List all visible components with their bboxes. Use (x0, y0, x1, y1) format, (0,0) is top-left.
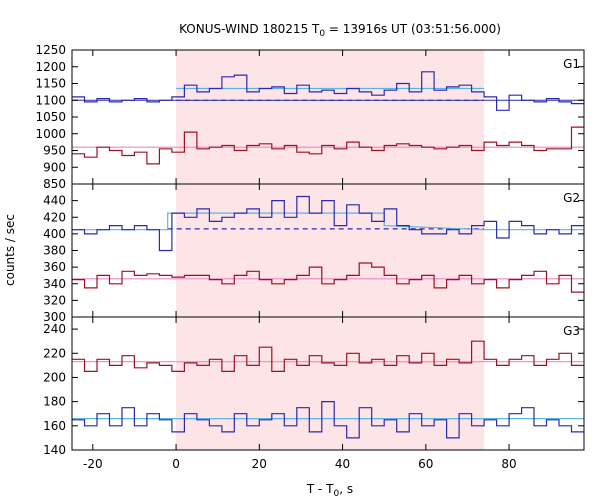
y-tick-label-g3: 240 (43, 322, 66, 336)
series-upper-g2 (72, 195, 584, 252)
panel-g1 (72, 71, 584, 165)
chart-title-main: KONUS-WIND 180215 T (179, 22, 320, 36)
frames-layer: 850 900 950 1000 1050 1100 1150 1200 1250 G1 300 32… (35, 43, 585, 471)
x-axis-title-sub: 0 (334, 489, 340, 499)
y-tick-label-g3: 180 (43, 395, 66, 409)
chart-title: KONUS-WIND 180215 T0 = 13916s UT (03:51:… (179, 22, 501, 39)
y-tick-label-g3: 220 (43, 346, 66, 360)
y-tick-label-g1: 1000 (35, 127, 66, 141)
x-tick-label: 40 (335, 457, 350, 471)
chart-title-sub: 0 (319, 29, 325, 39)
highlight-band-g2 (176, 184, 485, 317)
panel-label-g2: G2 (563, 191, 580, 205)
panel-label-g1: G1 (563, 57, 580, 71)
highlight-band-g3 (176, 317, 485, 450)
series-lower-g2 (72, 262, 584, 293)
x-tick-label: 20 (252, 457, 267, 471)
y-tick-label-g1: 850 (43, 177, 66, 191)
y-tick-label-g1: 900 (43, 160, 66, 174)
panel-label-g3: G3 (563, 324, 580, 338)
y-tick-label-g2: 380 (43, 244, 66, 258)
panel-g2 (72, 195, 584, 293)
panel-g3 (72, 340, 584, 439)
series-upper-g3 (72, 401, 584, 439)
x-tick-label: -20 (83, 457, 103, 471)
y-axis-title: counts / sec (3, 214, 17, 286)
series-lower-g1 (72, 126, 584, 165)
series-upper-g1 (72, 71, 584, 111)
y-tick-label-g3: 160 (43, 419, 66, 433)
highlight-band-g1 (176, 50, 485, 184)
x-axis-title: T - T0, s (306, 482, 353, 499)
x-tick-label: 60 (418, 457, 433, 471)
y-tick-label-g2: 340 (43, 277, 66, 291)
y-tick-label-g1: 1150 (35, 77, 66, 91)
y-tick-label-g1: 950 (43, 144, 66, 158)
x-axis-title-main: T - T (306, 482, 334, 496)
y-tick-label-g2: 440 (43, 194, 66, 208)
y-tick-label-g1: 1250 (35, 43, 66, 57)
y-tick-label-g3: 200 (43, 370, 66, 384)
series-lower-g3 (72, 340, 584, 372)
y-tick-label-g1: 1100 (35, 93, 66, 107)
y-tick-label-g2: 360 (43, 260, 66, 274)
y-tick-label-g1: 1200 (35, 60, 66, 74)
highlight-layer (176, 50, 485, 450)
y-tick-label-g2: 300 (43, 310, 66, 324)
x-axis-title-rest: , s (339, 482, 353, 496)
panel-frame-g3 (71, 316, 585, 451)
y-tick-label-g1: 1050 (35, 110, 66, 124)
y-tick-label-g2: 320 (43, 293, 66, 307)
y-tick-label-g3: 140 (43, 443, 66, 457)
x-tick-label: 0 (172, 457, 180, 471)
y-tick-label-g2: 420 (43, 210, 66, 224)
chart-title-rest: = 13916s UT (03:51:56.000) (325, 22, 501, 36)
y-tick-label-g2: 400 (43, 227, 66, 241)
x-tick-label: 80 (501, 457, 516, 471)
panels-layer (72, 71, 584, 439)
